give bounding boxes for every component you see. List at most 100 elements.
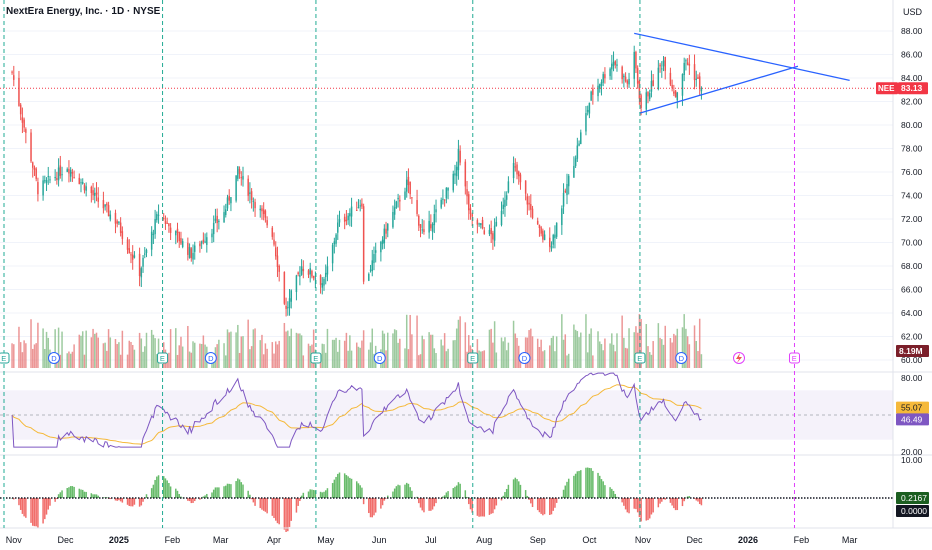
candle-body bbox=[392, 211, 394, 228]
macd-histogram-bar bbox=[83, 491, 86, 498]
candle-body bbox=[381, 239, 384, 245]
dividend-marker[interactable] bbox=[373, 352, 386, 364]
candle-body bbox=[428, 220, 430, 233]
future-earnings-marker[interactable] bbox=[788, 352, 800, 364]
volume-bar bbox=[633, 332, 635, 368]
candle-body bbox=[585, 113, 587, 132]
volume-bar bbox=[371, 328, 374, 368]
macd-pane[interactable] bbox=[0, 467, 893, 532]
earnings-marker[interactable] bbox=[310, 352, 322, 364]
macd-histogram-bar bbox=[373, 498, 375, 516]
price-pane[interactable] bbox=[0, 30, 893, 361]
volume-bar bbox=[664, 325, 666, 368]
macd-histogram-bar bbox=[242, 484, 244, 498]
volume-bar bbox=[540, 339, 542, 368]
earnings-marker[interactable] bbox=[634, 352, 646, 364]
dividend-marker[interactable] bbox=[204, 352, 217, 364]
candle-body bbox=[697, 77, 699, 79]
macd-histogram-bar bbox=[73, 486, 75, 498]
volume-bar bbox=[271, 342, 274, 368]
candle-body bbox=[94, 192, 96, 196]
candle-body bbox=[214, 218, 217, 221]
candle-body bbox=[405, 179, 408, 192]
dividend-marker[interactable] bbox=[518, 352, 531, 364]
candle-body bbox=[452, 173, 455, 191]
earnings-marker[interactable] bbox=[467, 352, 479, 364]
currency-label[interactable]: USD bbox=[902, 7, 922, 17]
macd-histogram-bar bbox=[361, 487, 363, 498]
volume-bar bbox=[561, 314, 563, 368]
macd-histogram-bar bbox=[168, 482, 170, 498]
macd-histogram-bar bbox=[381, 498, 384, 506]
volume-bar bbox=[11, 343, 13, 368]
triangle-lower-trendline[interactable] bbox=[639, 65, 799, 114]
dividend-marker[interactable] bbox=[675, 352, 688, 364]
volume-bar bbox=[490, 328, 492, 368]
macd-histogram-bar bbox=[368, 498, 370, 514]
volume-bar bbox=[612, 344, 615, 368]
candle-body bbox=[321, 283, 324, 288]
rsi-pane[interactable] bbox=[0, 372, 893, 449]
candle-body bbox=[126, 239, 129, 250]
volume-bar bbox=[107, 329, 110, 368]
candle-body bbox=[323, 278, 325, 286]
macd-histogram-bar bbox=[421, 498, 423, 511]
candle-body bbox=[476, 220, 479, 225]
candle-body bbox=[659, 64, 661, 67]
macd-histogram-bar bbox=[47, 498, 50, 510]
rsi-ma-line bbox=[11, 384, 702, 445]
macd-histogram-bar bbox=[362, 498, 365, 505]
volume-bar bbox=[285, 331, 287, 368]
volume-bar bbox=[23, 340, 25, 368]
price-tick-label: 60.00 bbox=[901, 355, 923, 365]
candle-body bbox=[633, 51, 635, 79]
macd-histogram-bar bbox=[314, 490, 317, 498]
macd-histogram-bar bbox=[204, 495, 206, 498]
volume-bar bbox=[580, 332, 582, 368]
candle-body bbox=[538, 224, 541, 229]
macd-histogram-bar bbox=[164, 478, 167, 498]
volume-bar bbox=[452, 340, 455, 368]
candle-body bbox=[550, 245, 553, 249]
macd-histogram-bar bbox=[431, 498, 434, 510]
macd-histogram-bar bbox=[493, 498, 496, 510]
candle-body bbox=[536, 220, 539, 225]
earnings-marker[interactable] bbox=[0, 352, 10, 364]
volume-bar bbox=[78, 334, 81, 368]
macd-histogram-bar bbox=[573, 475, 575, 498]
candle-body bbox=[252, 200, 255, 202]
candle-body bbox=[664, 57, 666, 71]
macd-histogram-bar bbox=[44, 498, 46, 520]
dividend-marker[interactable] bbox=[47, 352, 60, 364]
macd-histogram-bar bbox=[357, 483, 360, 498]
candle-body bbox=[652, 80, 654, 87]
volume-bar bbox=[609, 343, 611, 368]
volume-bar bbox=[133, 349, 136, 368]
macd-histogram-bar bbox=[464, 490, 467, 498]
volume-bar bbox=[623, 337, 625, 368]
candle-body bbox=[199, 243, 201, 247]
macd-histogram-bar bbox=[109, 498, 112, 500]
volume-bar bbox=[83, 354, 86, 368]
triangle-upper-trendline[interactable] bbox=[634, 32, 850, 81]
candle-body bbox=[554, 234, 556, 239]
rsi-ma-value-bg bbox=[896, 401, 929, 414]
macd-histogram-bar bbox=[669, 498, 672, 503]
volume-bar bbox=[542, 351, 544, 368]
candle-body bbox=[164, 220, 167, 224]
macd-histogram-bar bbox=[226, 483, 229, 498]
volume-bar bbox=[302, 355, 305, 368]
price-tick-label: 68.00 bbox=[901, 261, 923, 271]
volume-bar bbox=[645, 324, 648, 368]
macd-zero-value-label: 0.0000 bbox=[901, 506, 927, 516]
macd-histogram-bar bbox=[264, 498, 267, 512]
volume-bar bbox=[226, 329, 229, 368]
macd-histogram-bar bbox=[274, 498, 277, 521]
macd-histogram-bar bbox=[673, 498, 675, 509]
macd-histogram-bar bbox=[154, 479, 156, 498]
earnings-marker[interactable] bbox=[157, 352, 169, 364]
macd-histogram-bar bbox=[319, 491, 322, 498]
candle-body bbox=[150, 231, 153, 250]
price-tick-label: 72.00 bbox=[901, 214, 923, 224]
